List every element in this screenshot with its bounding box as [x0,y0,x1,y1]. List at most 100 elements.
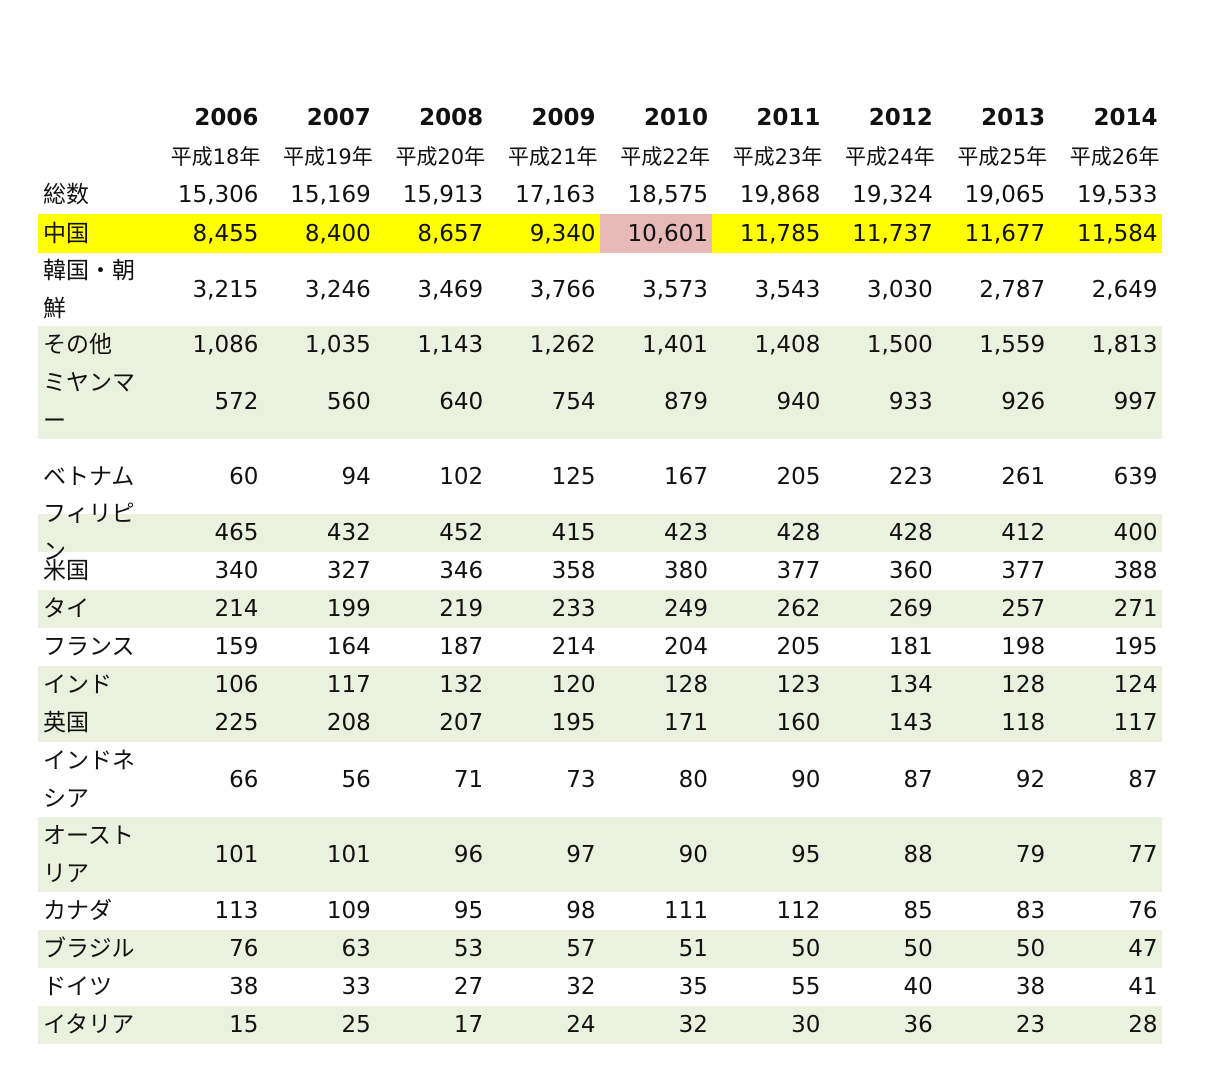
table-cell: 55 [791,974,821,1000]
row-label: 中国 [43,220,89,247]
table-cell: 1,500 [866,332,933,358]
table-cell: 56 [341,766,371,793]
table-cell: 36 [903,1012,933,1038]
table-cell: 940 [776,388,821,415]
era-header: 平成19年 [283,145,373,169]
table-cell: 428 [888,520,933,546]
table-row: フランス 159 164 187 214 204 205 181 198 195 [38,628,1162,666]
table-cell: 40 [903,974,933,1000]
table-cell: 97 [566,841,596,868]
table-cell: 102 [439,463,484,490]
table-cell: 452 [439,520,484,546]
table-cell: 90 [791,766,821,793]
table-cell: 19,868 [739,181,821,208]
table-cell: 3,766 [529,276,596,303]
table-cell: 106 [214,672,259,698]
table-cell: 73 [566,766,596,793]
table-cell: 233 [551,596,596,622]
table-cell: 112 [776,898,821,924]
table-cell: 639 [1113,463,1158,490]
table-cell: 1,401 [642,332,708,358]
table-cell: 340 [214,558,259,584]
table-row: ベトナム 60 94 102 125 167 205 223 261 639 [38,439,1162,514]
era-header: 平成21年 [507,145,598,169]
table-cell: 2,787 [979,276,1046,303]
table-row: ドイツ 38 33 27 32 35 55 40 38 41 [38,968,1162,1006]
table-cell: 2,649 [1091,276,1158,303]
table-cell: 198 [1001,634,1046,660]
table-cell: 57 [566,936,596,962]
table-cell: 560 [326,388,371,415]
table-cell: 1,143 [417,332,484,358]
table-cell: 41 [1128,974,1158,1000]
table-row: 英国 225 208 207 195 171 160 143 118 117 [38,704,1162,742]
table-cell: 120 [551,672,596,698]
table-cell: 117 [326,672,371,698]
table-cell: 76 [229,936,259,962]
table-cell: 214 [551,634,596,660]
table-cell: 9,340 [529,220,596,247]
table-row: 中国 8,455 8,400 8,657 9,340 10,601 11,785 11,737… [38,214,1162,253]
row-label: 総数 [43,181,89,208]
table-cell: 167 [664,463,708,490]
table-cell: 95 [453,898,484,924]
table-cell: 18,575 [627,181,708,208]
year-header: 2013 [981,105,1046,131]
table-row: 総数 15,306 15,169 15,913 17,163 18,575 19,868 19… [38,175,1162,214]
table-cell: 87 [1128,766,1158,793]
table-cell: 50 [1015,936,1046,962]
table-cell: 77 [1128,841,1158,868]
table-cell: 3,215 [192,276,259,303]
table-row: カナダ 113 109 95 98 111 112 85 83 76 [38,892,1162,930]
table-cell: 98 [566,898,596,924]
row-label: タイ [43,596,89,622]
row-label: ドイツ [43,974,112,1000]
table-cell: 11,677 [964,220,1046,247]
table-cell: 207 [439,710,484,736]
table-cell: 3,246 [304,276,371,303]
table-cell: 15,169 [290,181,371,208]
row-label: オーストリア [43,822,134,887]
year-header: 2012 [868,105,933,131]
table-cell: 423 [664,520,708,546]
table-row: ミヤンマー 572 560 640 754 879 940 933 926 997 [38,364,1162,439]
row-label: フィリピン [43,501,135,565]
table-cell: 11,737 [852,220,933,247]
year-header: 2006 [194,105,259,131]
table-cell: 257 [1001,596,1046,622]
table-cell: 38 [1015,974,1046,1000]
table-cell: 754 [551,388,596,415]
table-cell: 572 [214,388,259,415]
era-header: 平成18年 [170,145,261,169]
row-label: イタリア [43,1012,135,1038]
era-header: 平成24年 [845,145,935,169]
table-cell: 118 [1001,710,1046,736]
table-cell: 377 [1001,558,1046,584]
table-cell: 76 [1128,898,1158,924]
table-cell: 80 [678,766,708,793]
table-cell: 159 [214,634,259,660]
table-row: オーストリア 101 101 96 97 90 95 88 79 77 [38,817,1162,892]
table-cell: 171 [664,710,708,736]
table-cell: 8,657 [417,220,484,247]
year-header: 2010 [643,105,708,131]
year-header: 2009 [531,105,596,131]
table-cell: 111 [664,898,708,924]
table-cell: 90 [678,841,708,868]
row-label: インドネシア [43,747,135,812]
table-cell: 199 [326,596,371,622]
table-cell: 51 [678,936,708,962]
table-cell: 997 [1113,388,1158,415]
table-cell: 926 [1001,388,1046,415]
table-row: その他 1,086 1,035 1,143 1,262 1,401 1,408 1,500 1,… [38,326,1162,364]
table-row: ブラジル 76 63 53 57 51 50 50 50 47 [38,930,1162,968]
row-label: 韓国・朝鮮 [43,257,135,322]
table-cell: 134 [888,672,933,698]
table-cell: 125 [551,463,596,490]
table-cell: 53 [453,936,484,962]
row-label: ブラジル [43,936,135,962]
table-cell: 19,324 [852,181,933,208]
table-row: 米国 340 327 346 358 380 377 360 377 388 [38,552,1162,590]
table-cell: 15,306 [177,181,259,208]
table-cell: 360 [888,558,933,584]
